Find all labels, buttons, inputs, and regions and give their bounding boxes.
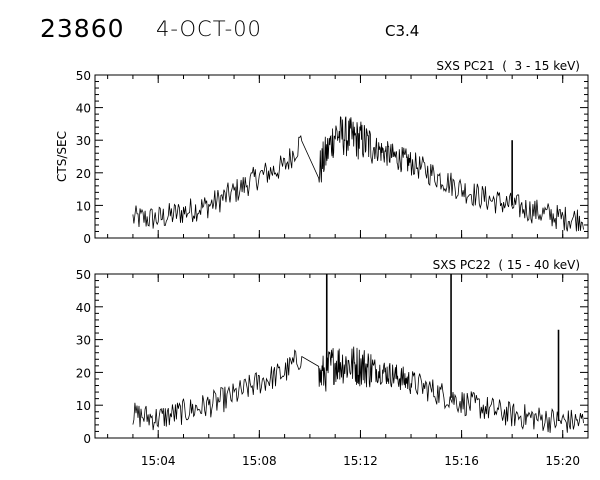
series-line xyxy=(132,116,584,232)
series-line xyxy=(132,346,584,433)
y-tick-label: 10 xyxy=(76,399,91,413)
x-tick-label: 15:20 xyxy=(545,454,580,468)
y-tick-label: 50 xyxy=(76,268,91,282)
x-tick-label: 15:08 xyxy=(242,454,277,468)
x-tick-label: 15:12 xyxy=(343,454,378,468)
event-date: 4-OCT-00 xyxy=(156,17,262,41)
y-tick-label: 0 xyxy=(83,432,91,446)
plot-frame xyxy=(94,74,589,239)
y-axis-label: CTS/SEC xyxy=(55,131,69,182)
y-tick-label: 40 xyxy=(76,102,91,116)
panel-1: 0 10 20 30 40 50 SXS PC21 ( 3 - 15 keV) CTS/SEC xyxy=(55,59,589,246)
y-tick-label: 10 xyxy=(76,199,91,213)
panel-title: SXS PC21 ( 3 - 15 keV) xyxy=(436,59,580,73)
panel-title: SXS PC22 ( 15 - 40 keV) xyxy=(433,258,580,272)
y-tick-label: 20 xyxy=(76,167,91,181)
y-tick-label: 0 xyxy=(83,232,91,246)
y-tick-label: 20 xyxy=(76,366,91,380)
flare-class: C3.4 xyxy=(385,22,420,40)
x-tick-label: 15:16 xyxy=(444,454,479,468)
event-id: 23860 xyxy=(40,14,125,43)
y-tick-label: 50 xyxy=(76,69,91,83)
y-tick-label: 30 xyxy=(76,334,91,348)
y-tick-label: 30 xyxy=(76,134,91,148)
panel-2: 0 10 20 30 40 50 15:04 15:08 15:12 15:16 15:20 SXS … xyxy=(76,258,589,468)
x-tick-label: 15:04 xyxy=(141,454,176,468)
plot-frame xyxy=(94,273,589,439)
y-tick-label: 40 xyxy=(76,301,91,315)
